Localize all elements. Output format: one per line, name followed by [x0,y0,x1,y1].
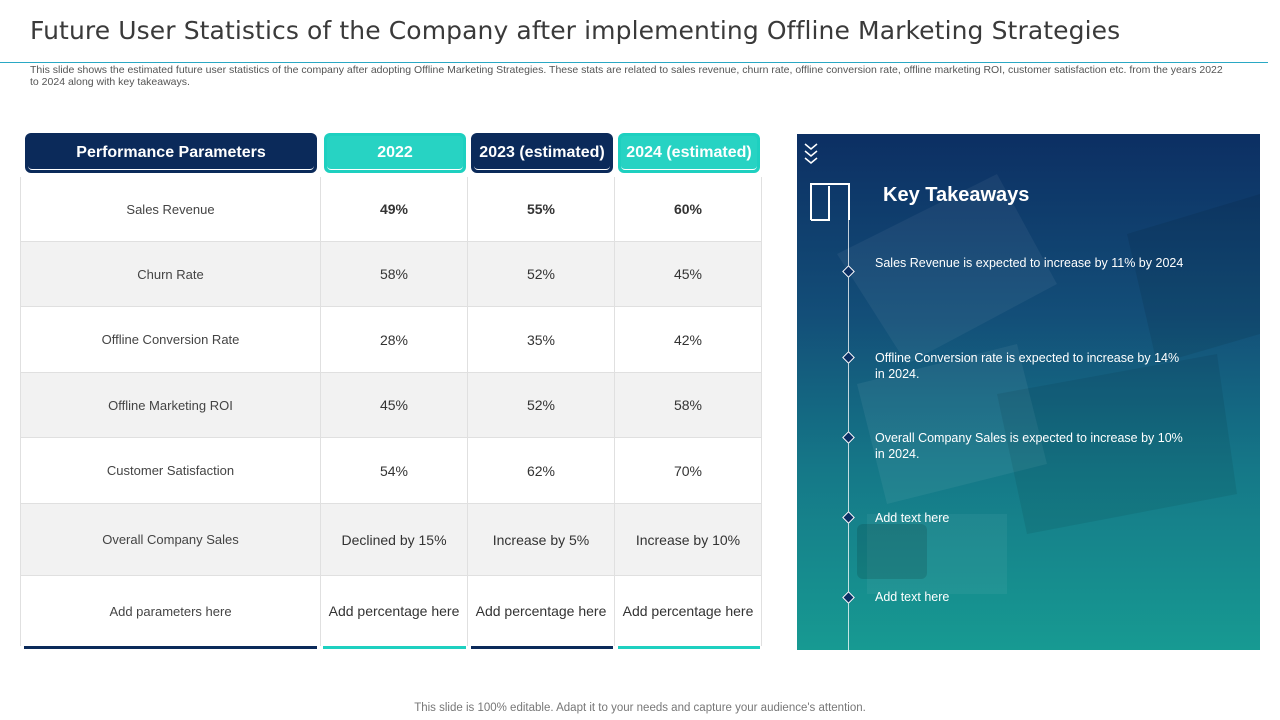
diamond-bullet-icon [842,591,855,604]
row-label: Customer Satisfaction [20,438,321,503]
bottom-bar [24,646,317,649]
cell-2024: Increase by 10% [615,504,762,575]
header-label: 2023 (estimated) [474,136,610,170]
cell-2022: Add percentage here [321,576,468,646]
cell-2024: 45% [615,242,762,306]
row-label: Offline Marketing ROI [20,373,321,437]
statistics-table: Performance Parameters 2022 2023 (estima… [20,133,762,651]
row-label: Add parameters here [20,576,321,646]
cell-2024: 60% [615,177,762,241]
bottom-bar [618,646,760,649]
table-bottom-bars [20,646,762,650]
cell-2023: 62% [468,438,615,503]
takeaway-item: Overall Company Sales is expected to inc… [875,431,1183,461]
table-header: Performance Parameters 2022 2023 (estima… [20,133,762,173]
header-label: Performance Parameters [28,136,314,170]
background-photo-texture [837,174,1260,594]
takeaway-item: Add text here [875,590,950,604]
header-performance-parameters: Performance Parameters [25,133,317,173]
row-label: Overall Company Sales [20,504,321,575]
cell-2023: 52% [468,373,615,437]
cell-2024: 42% [615,307,762,372]
table-row: Customer Satisfaction 54% 62% 70% [20,438,762,504]
row-label: Churn Rate [20,242,321,306]
bottom-bar [323,646,466,649]
cell-2022: 28% [321,307,468,372]
table-row: Sales Revenue 49% 55% 60% [20,177,762,242]
cell-2024: 58% [615,373,762,437]
bottom-bar [471,646,613,649]
header-label: 2024 (estimated) [621,136,757,170]
takeaway-item: Offline Conversion rate is expected to i… [875,351,1180,381]
takeaway-item: Sales Revenue is expected to increase by… [875,256,1184,270]
title-divider [0,62,1268,63]
table-row: Add parameters here Add percentage here … [20,576,762,646]
chevron-down-icon [804,143,818,164]
bracket-ornament [810,183,850,221]
cell-2024: Add percentage here [615,576,762,646]
timeline-line [848,184,849,650]
diamond-bullet-icon [842,265,855,278]
cell-2022: 49% [321,177,468,241]
cell-2023: 55% [468,177,615,241]
header-2023: 2023 (estimated) [471,133,613,173]
diamond-bullet-icon [842,431,855,444]
header-2024: 2024 (estimated) [618,133,760,173]
row-label: Offline Conversion Rate [20,307,321,372]
cell-2022: Declined by 15% [321,504,468,575]
table-row: Offline Conversion Rate 28% 35% 42% [20,307,762,373]
cell-2023: Increase by 5% [468,504,615,575]
row-label: Sales Revenue [20,177,321,241]
header-2022: 2022 [324,133,466,173]
diamond-bullet-icon [842,511,855,524]
takeaway-item: Add text here [875,511,950,525]
cell-2022: 45% [321,373,468,437]
cell-2022: 54% [321,438,468,503]
diamond-bullet-icon [842,351,855,364]
cell-2023: Add percentage here [468,576,615,646]
table-row: Offline Marketing ROI 45% 52% 58% [20,373,762,438]
header-label: 2022 [327,136,463,170]
table-row: Overall Company Sales Declined by 15% In… [20,504,762,576]
cell-2023: 52% [468,242,615,306]
slide-description: This slide shows the estimated future us… [30,64,1223,88]
panel-heading: Key Takeaways [883,184,1030,206]
table-row: Churn Rate 58% 52% 45% [20,242,762,307]
cell-2022: 58% [321,242,468,306]
cell-2024: 70% [615,438,762,503]
cell-2023: 35% [468,307,615,372]
key-takeaways-panel: Key Takeaways Sales Revenue is expected … [797,134,1260,650]
slide-footer: This slide is 100% editable. Adapt it to… [414,702,866,714]
slide-title: Future User Statistics of the Company af… [30,16,1121,45]
